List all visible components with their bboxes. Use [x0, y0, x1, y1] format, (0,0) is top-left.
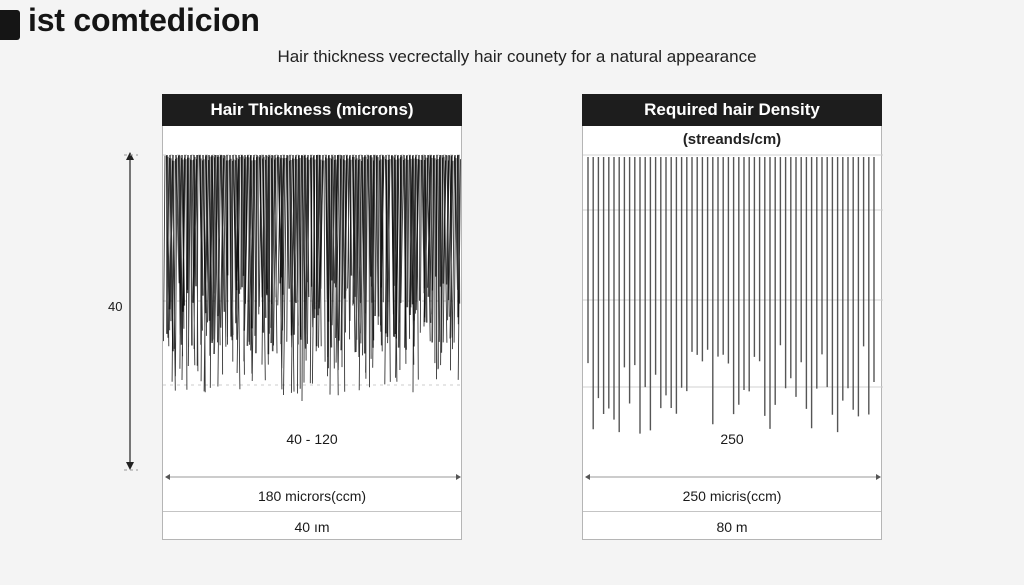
hair-density-value: 250	[720, 431, 744, 447]
hair-density-header: Required hair Density	[582, 94, 882, 126]
hair-density-divider	[583, 511, 881, 512]
hair-thickness-footer-value: 40 ım	[294, 519, 330, 535]
hair-thickness-range: 40 - 120	[286, 431, 338, 447]
hair-thickness-panel: Hair Thickness (microns) 40 - 120 180 mi…	[162, 94, 463, 540]
hair-density-strands-plot	[583, 154, 883, 434]
y-axis-label: 40	[108, 299, 123, 314]
hair-thickness-scale-line	[165, 474, 461, 480]
hair-thickness-strands-plot	[163, 154, 463, 402]
hair-thickness-footer-measure: 180 micrors(ccm)	[257, 488, 367, 504]
hair-thickness-divider	[163, 511, 461, 512]
hair-density-panel: Required hair Density (streands/cm) 250 …	[582, 94, 883, 540]
app-logo-icon	[0, 10, 20, 40]
hair-density-footer-measure: 250 micris(ccm)	[682, 488, 782, 504]
hair-density-scale-line	[585, 474, 881, 480]
page-subtitle: Hair thickness vecrectally hair counety …	[277, 47, 757, 66]
hair-density-units: (streands/cm)	[682, 131, 782, 148]
hair-density-footer-value: 80 m	[716, 519, 748, 535]
y-axis-arrow	[124, 152, 138, 471]
page-title: ist comtedicion	[28, 2, 260, 38]
hair-thickness-header: Hair Thickness (microns)	[162, 94, 462, 126]
